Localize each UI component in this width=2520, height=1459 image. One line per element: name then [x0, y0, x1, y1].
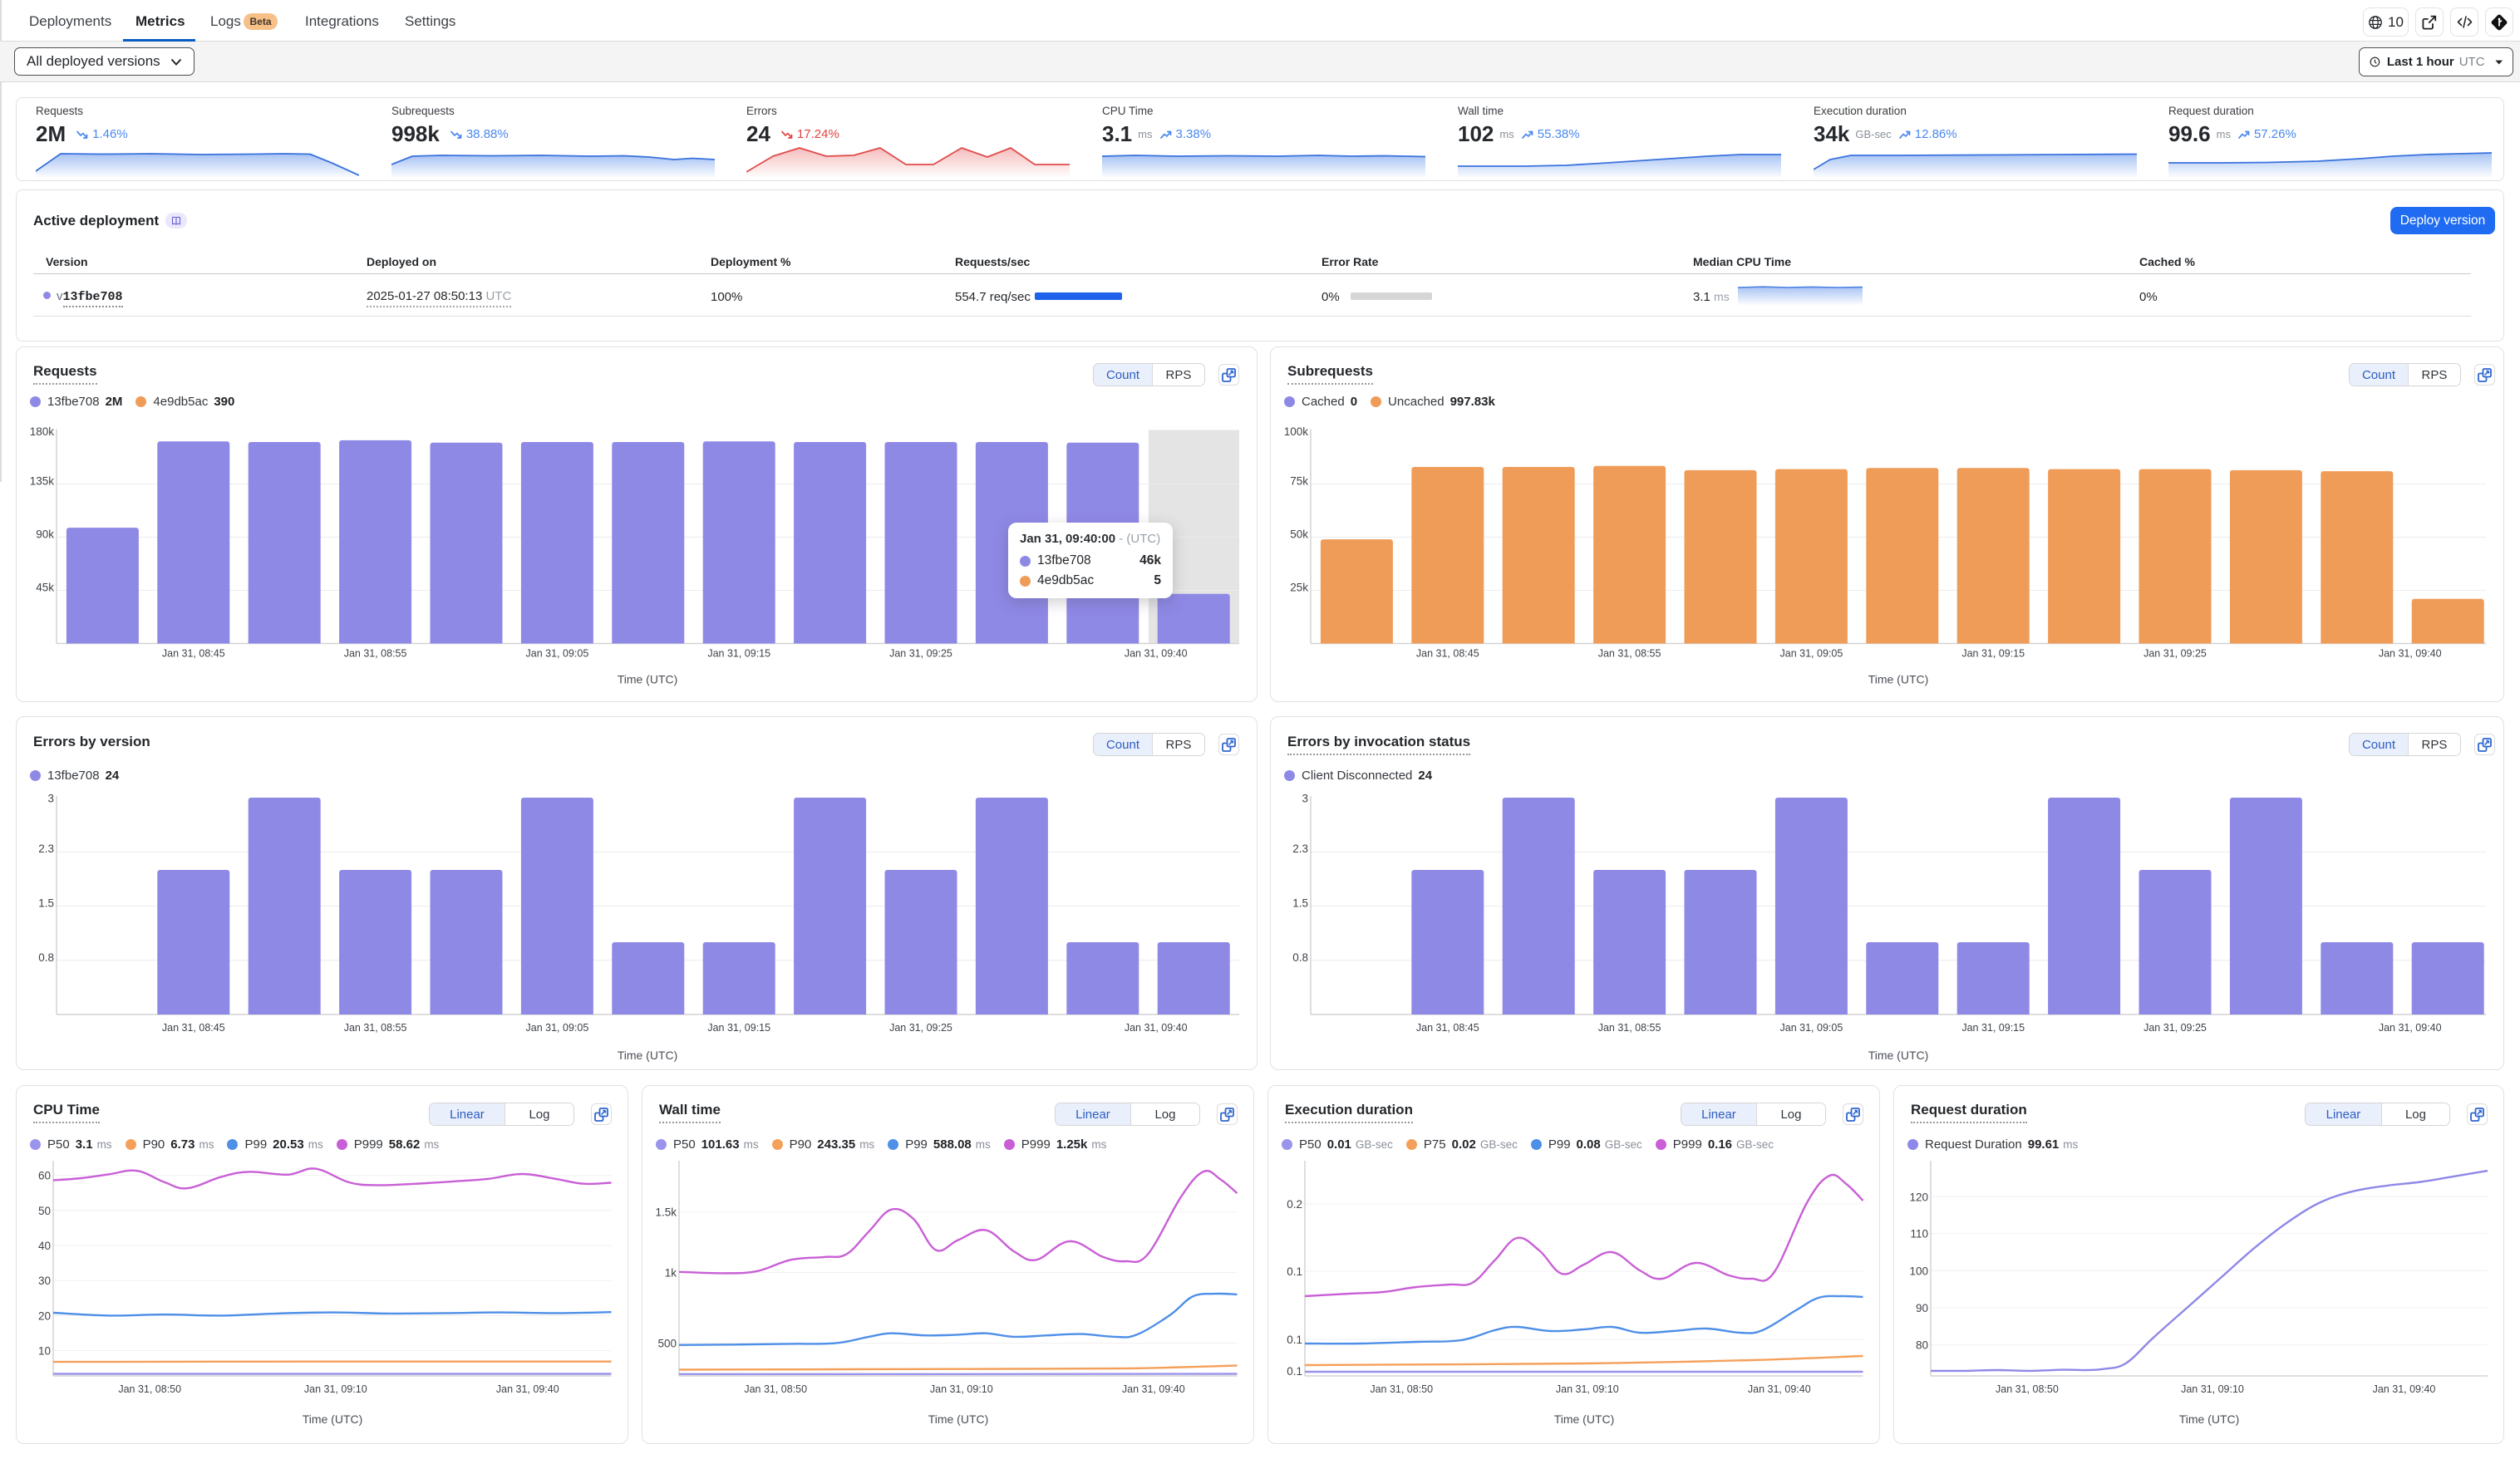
- svg-text:80: 80: [1916, 1339, 1928, 1352]
- svg-text:Jan 31, 09:05: Jan 31, 09:05: [526, 648, 589, 660]
- svg-text:Time (UTC): Time (UTC): [1868, 673, 1929, 686]
- svg-text:Time (UTC): Time (UTC): [928, 1412, 989, 1426]
- svg-text:Jan 31, 09:10: Jan 31, 09:10: [930, 1383, 993, 1395]
- svg-text:2.3: 2.3: [1292, 842, 1308, 855]
- svg-text:1.5: 1.5: [38, 897, 54, 910]
- svg-text:500: 500: [657, 1338, 677, 1350]
- svg-text:Time (UTC): Time (UTC): [618, 1049, 678, 1062]
- svg-text:Jan 31, 08:55: Jan 31, 08:55: [344, 1022, 407, 1034]
- svg-text:Jan 31, 09:40: Jan 31, 09:40: [2379, 648, 2442, 660]
- svg-text:Jan 31, 09:10: Jan 31, 09:10: [1556, 1383, 1619, 1395]
- svg-text:Time (UTC): Time (UTC): [2179, 1412, 2240, 1426]
- svg-text:Jan 31, 08:50: Jan 31, 08:50: [118, 1383, 181, 1395]
- svg-text:30: 30: [38, 1275, 51, 1287]
- svg-text:60: 60: [38, 1170, 51, 1182]
- svg-text:Jan 31, 09:15: Jan 31, 09:15: [1961, 1022, 2025, 1034]
- svg-text:Jan 31, 08:45: Jan 31, 08:45: [1416, 1022, 1479, 1034]
- svg-text:75k: 75k: [1290, 475, 1308, 488]
- svg-text:Jan 31, 08:55: Jan 31, 08:55: [344, 648, 407, 660]
- svg-text:Jan 31, 09:25: Jan 31, 09:25: [2143, 1022, 2207, 1034]
- svg-text:10: 10: [38, 1345, 51, 1358]
- svg-text:Time (UTC): Time (UTC): [303, 1412, 363, 1426]
- svg-text:0.1: 0.1: [1287, 1365, 1302, 1378]
- svg-text:0.1: 0.1: [1287, 1334, 1302, 1346]
- svg-text:Jan 31, 09:05: Jan 31, 09:05: [1780, 648, 1843, 660]
- svg-text:Jan 31, 09:05: Jan 31, 09:05: [526, 1022, 589, 1034]
- svg-text:Jan 31, 09:40: Jan 31, 09:40: [1125, 1022, 1188, 1034]
- svg-text:Jan 31, 09:40: Jan 31, 09:40: [2379, 1022, 2442, 1034]
- svg-text:Jan 31, 09:25: Jan 31, 09:25: [2143, 648, 2207, 660]
- svg-text:20: 20: [38, 1309, 51, 1322]
- svg-text:Jan 31, 09:05: Jan 31, 09:05: [1780, 1022, 1843, 1034]
- svg-text:135k: 135k: [30, 475, 55, 488]
- svg-text:180k: 180k: [30, 425, 55, 438]
- svg-text:90: 90: [1916, 1302, 1928, 1314]
- svg-text:110: 110: [1910, 1228, 1928, 1240]
- svg-text:3: 3: [1302, 793, 1308, 805]
- svg-text:Jan 31, 09:15: Jan 31, 09:15: [707, 648, 770, 660]
- svg-text:0.8: 0.8: [38, 951, 54, 964]
- svg-text:90k: 90k: [36, 528, 54, 541]
- svg-text:Jan 31, 08:50: Jan 31, 08:50: [1996, 1383, 2059, 1395]
- svg-text:Jan 31, 09:10: Jan 31, 09:10: [304, 1383, 367, 1395]
- svg-text:120: 120: [1909, 1191, 1928, 1203]
- svg-text:Jan 31, 09:40: Jan 31, 09:40: [496, 1383, 559, 1395]
- svg-text:Jan 31, 09:25: Jan 31, 09:25: [889, 648, 952, 660]
- svg-text:1.5k: 1.5k: [655, 1206, 677, 1219]
- svg-text:0.1: 0.1: [1287, 1265, 1302, 1278]
- svg-text:50k: 50k: [1290, 528, 1308, 541]
- svg-text:1.5: 1.5: [1292, 897, 1308, 910]
- svg-text:0.2: 0.2: [1287, 1198, 1302, 1211]
- svg-text:25k: 25k: [1290, 582, 1308, 594]
- svg-text:Jan 31, 08:45: Jan 31, 08:45: [162, 1022, 225, 1034]
- svg-text:3: 3: [47, 793, 54, 805]
- svg-text:45k: 45k: [36, 582, 54, 594]
- svg-text:Jan 31, 08:50: Jan 31, 08:50: [744, 1383, 807, 1395]
- svg-text:Jan 31, 09:40: Jan 31, 09:40: [1125, 648, 1188, 660]
- svg-text:Jan 31, 09:40: Jan 31, 09:40: [1122, 1383, 1185, 1395]
- svg-text:Jan 31, 08:45: Jan 31, 08:45: [162, 648, 225, 660]
- svg-text:0.8: 0.8: [1292, 951, 1308, 964]
- svg-text:100: 100: [1909, 1265, 1928, 1277]
- svg-text:Jan 31, 08:45: Jan 31, 08:45: [1416, 648, 1479, 660]
- svg-text:Jan 31, 09:40: Jan 31, 09:40: [1748, 1383, 1811, 1395]
- svg-text:Jan 31, 08:55: Jan 31, 08:55: [1598, 1022, 1661, 1034]
- svg-text:2.3: 2.3: [38, 842, 54, 855]
- svg-text:50: 50: [38, 1205, 51, 1217]
- svg-text:1k: 1k: [665, 1267, 677, 1280]
- svg-text:Jan 31, 08:55: Jan 31, 08:55: [1598, 648, 1661, 660]
- svg-text:Jan 31, 09:40: Jan 31, 09:40: [2373, 1383, 2436, 1395]
- svg-text:Jan 31, 08:50: Jan 31, 08:50: [1370, 1383, 1433, 1395]
- svg-text:Jan 31, 09:15: Jan 31, 09:15: [1961, 648, 2025, 660]
- svg-text:Time (UTC): Time (UTC): [1554, 1412, 1615, 1426]
- svg-text:100k: 100k: [1284, 425, 1309, 438]
- svg-text:Time (UTC): Time (UTC): [618, 673, 678, 686]
- svg-text:Jan 31, 09:15: Jan 31, 09:15: [707, 1022, 770, 1034]
- svg-text:40: 40: [38, 1240, 51, 1252]
- svg-text:Jan 31, 09:10: Jan 31, 09:10: [2181, 1383, 2244, 1395]
- svg-text:Time (UTC): Time (UTC): [1868, 1049, 1929, 1062]
- svg-text:Jan 31, 09:25: Jan 31, 09:25: [889, 1022, 952, 1034]
